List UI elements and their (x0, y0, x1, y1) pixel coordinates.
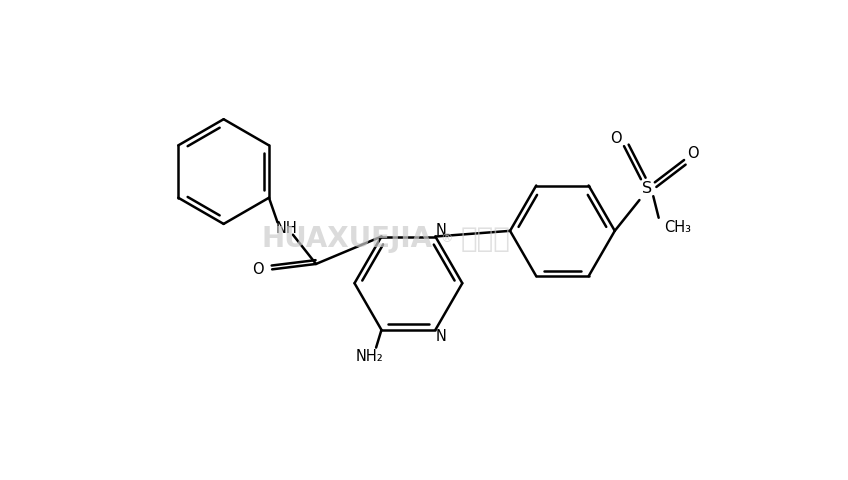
Text: O: O (611, 131, 622, 146)
Text: N: N (436, 223, 447, 238)
Text: ®: ® (441, 232, 453, 245)
Text: O: O (253, 262, 264, 277)
Text: CH₃: CH₃ (665, 219, 691, 235)
Text: N: N (436, 328, 447, 344)
Text: NH: NH (276, 221, 298, 236)
Text: NH₂: NH₂ (356, 349, 384, 364)
Text: S: S (642, 181, 652, 196)
Text: 化学加: 化学加 (460, 225, 510, 252)
Text: HUAXUEJIA: HUAXUEJIA (261, 225, 432, 252)
Text: O: O (688, 146, 699, 161)
